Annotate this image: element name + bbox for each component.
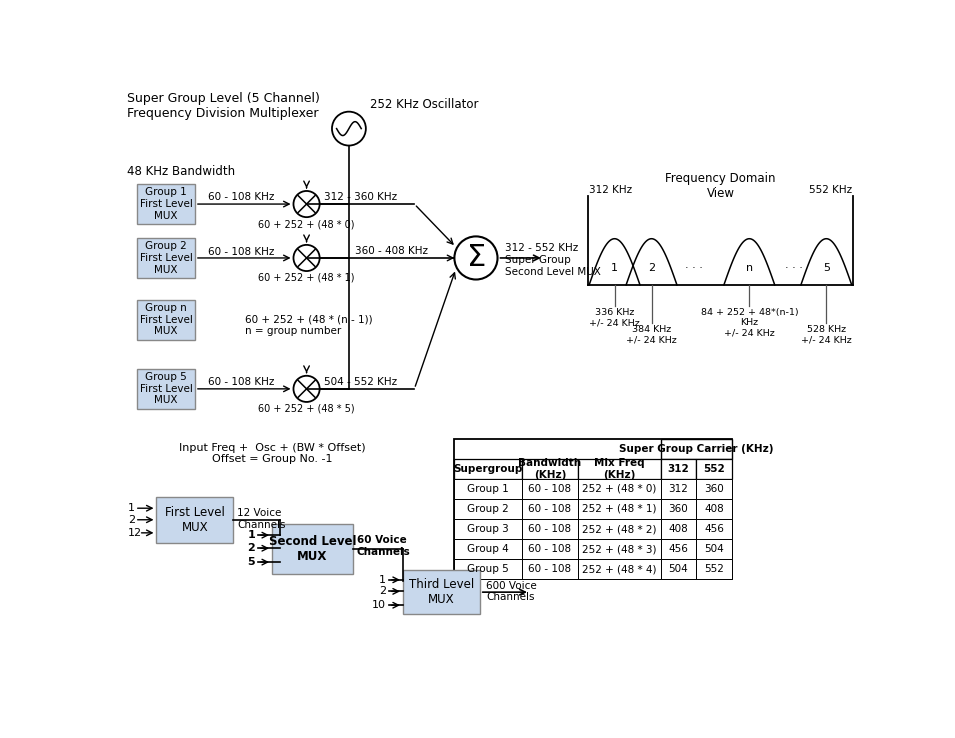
Bar <box>522 459 578 479</box>
Text: 312: 312 <box>668 464 690 474</box>
Text: 408: 408 <box>704 504 724 514</box>
Bar <box>522 479 578 499</box>
Bar <box>455 479 522 499</box>
Text: 60 - 108: 60 - 108 <box>528 504 571 514</box>
Text: 552: 552 <box>703 464 725 474</box>
Text: 252 + (48 * 2): 252 + (48 * 2) <box>582 524 656 534</box>
Text: 312: 312 <box>668 484 689 494</box>
Text: 12 Voice
Channels: 12 Voice Channels <box>237 508 286 530</box>
Bar <box>661 519 696 539</box>
Text: 60 - 108: 60 - 108 <box>528 564 571 574</box>
Text: 504: 504 <box>668 564 689 574</box>
Text: 84 + 252 + 48*(n-1)
KHz
+/- 24 KHz: 84 + 252 + 48*(n-1) KHz +/- 24 KHz <box>701 308 798 338</box>
Text: 360: 360 <box>704 484 724 494</box>
Text: 2: 2 <box>128 515 135 525</box>
Text: 1: 1 <box>611 263 618 273</box>
Text: Second Level
MUX: Second Level MUX <box>268 534 356 562</box>
Text: 60 + 252 + (48 * 1): 60 + 252 + (48 * 1) <box>258 273 355 283</box>
Text: 60 - 108 KHz: 60 - 108 KHz <box>208 192 274 202</box>
Text: 600 Voice
Channels: 600 Voice Channels <box>486 581 537 602</box>
Bar <box>455 519 522 539</box>
Text: 252 + (48 * 3): 252 + (48 * 3) <box>582 544 656 554</box>
Bar <box>138 300 195 339</box>
Bar <box>696 459 732 479</box>
Text: 504 - 552 KHz: 504 - 552 KHz <box>324 377 397 387</box>
Text: 336 KHz
+/- 24 KHz: 336 KHz +/- 24 KHz <box>589 308 640 328</box>
Bar <box>661 479 696 499</box>
Bar <box>578 499 661 519</box>
Bar <box>661 439 732 459</box>
Text: · · ·: · · · <box>785 263 803 273</box>
Text: First Level
MUX: First Level MUX <box>165 506 224 534</box>
Text: Group 4: Group 4 <box>467 544 509 554</box>
Bar <box>138 238 195 278</box>
Text: 2: 2 <box>379 587 386 596</box>
Text: 408: 408 <box>668 524 689 534</box>
Text: 60 + 252 + (48 * (n - 1)): 60 + 252 + (48 * (n - 1)) <box>245 314 372 325</box>
Text: Super Group Level (5 Channel)
Frequency Division Multiplexer: Super Group Level (5 Channel) Frequency … <box>127 92 320 120</box>
Text: 2: 2 <box>247 543 255 554</box>
Bar <box>696 499 732 519</box>
Text: Mix Freq
(KHz): Mix Freq (KHz) <box>594 458 645 480</box>
Text: Super Group Carrier (KHz): Super Group Carrier (KHz) <box>619 444 774 454</box>
Text: 252 + (48 * 4): 252 + (48 * 4) <box>582 564 656 574</box>
Bar <box>403 570 479 615</box>
Bar <box>661 559 696 579</box>
Bar <box>578 559 661 579</box>
Bar <box>661 499 696 519</box>
Bar <box>696 539 732 559</box>
Text: Second Level MUX: Second Level MUX <box>505 267 601 277</box>
Text: Group 1
First Level
MUX: Group 1 First Level MUX <box>139 187 193 221</box>
Text: 360 - 408 KHz: 360 - 408 KHz <box>354 246 428 256</box>
Text: 48 KHz Bandwidth: 48 KHz Bandwidth <box>127 165 235 178</box>
Text: 252 + (48 * 1): 252 + (48 * 1) <box>582 504 656 514</box>
Text: 60 - 108 KHz: 60 - 108 KHz <box>208 246 274 257</box>
Text: 312 - 552 KHz: 312 - 552 KHz <box>505 243 579 253</box>
Bar <box>455 439 732 579</box>
Text: 60 - 108: 60 - 108 <box>528 484 571 494</box>
Text: Input Freq +  Osc + (BW * Offset)
Offset = Group No. -1: Input Freq + Osc + (BW * Offset) Offset … <box>179 443 365 464</box>
Text: Super Group: Super Group <box>505 255 571 265</box>
Text: 60 - 108: 60 - 108 <box>528 544 571 554</box>
Text: Group 5
First Level
MUX: Group 5 First Level MUX <box>139 372 193 405</box>
Bar <box>157 497 233 543</box>
Text: 2: 2 <box>647 263 655 273</box>
Text: Group 5: Group 5 <box>467 564 509 574</box>
Text: 252 + (48 * 0): 252 + (48 * 0) <box>582 484 656 494</box>
Bar <box>272 523 352 573</box>
Text: 504: 504 <box>704 544 724 554</box>
Bar <box>578 459 661 479</box>
Text: Group 2
First Level
MUX: Group 2 First Level MUX <box>139 241 193 275</box>
Text: 60 + 252 + (48 * 0): 60 + 252 + (48 * 0) <box>258 219 355 229</box>
Text: 552: 552 <box>704 564 724 574</box>
Text: 10: 10 <box>371 600 386 610</box>
Text: 552 KHz: 552 KHz <box>809 184 852 195</box>
Bar <box>455 459 522 479</box>
Text: 60 + 252 + (48 * 5): 60 + 252 + (48 * 5) <box>258 403 355 413</box>
Text: 456: 456 <box>704 524 724 534</box>
Bar <box>696 519 732 539</box>
Text: Bandwidth
(KHz): Bandwidth (KHz) <box>519 458 582 480</box>
Text: 12: 12 <box>128 528 142 538</box>
Text: 1: 1 <box>128 503 135 513</box>
Bar <box>455 539 522 559</box>
Text: n: n <box>746 263 753 273</box>
Text: 252 KHz Oscillator: 252 KHz Oscillator <box>371 98 479 111</box>
Text: Third Level
MUX: Third Level MUX <box>409 578 474 606</box>
Text: 1: 1 <box>379 575 386 584</box>
Text: 1: 1 <box>247 530 255 540</box>
Bar <box>455 499 522 519</box>
Text: 5: 5 <box>823 263 830 273</box>
Text: 528 KHz
+/- 24 KHz: 528 KHz +/- 24 KHz <box>801 325 852 345</box>
Bar <box>578 519 661 539</box>
Text: 360: 360 <box>668 504 689 514</box>
Bar <box>138 184 195 224</box>
Text: 60 - 108: 60 - 108 <box>528 524 571 534</box>
Text: $\Sigma$: $\Sigma$ <box>466 244 486 272</box>
Bar <box>661 539 696 559</box>
Text: Group 3: Group 3 <box>467 524 509 534</box>
Bar <box>578 479 661 499</box>
Bar <box>522 499 578 519</box>
Text: n = group number: n = group number <box>245 326 341 336</box>
Text: Group 2: Group 2 <box>467 504 509 514</box>
